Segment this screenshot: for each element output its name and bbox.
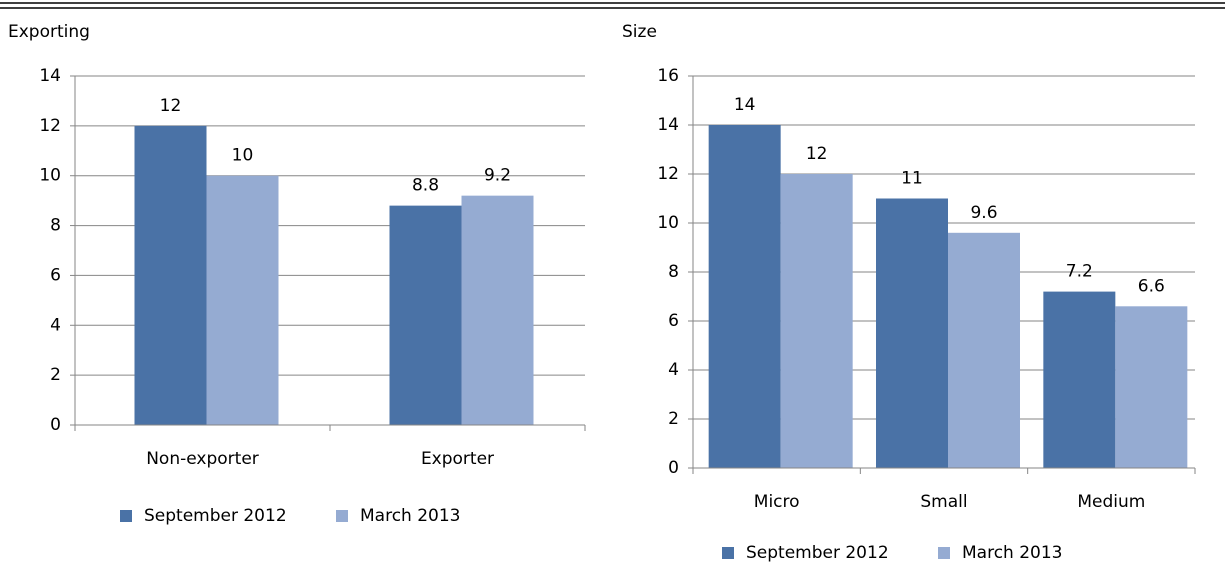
data-label: 11 xyxy=(901,169,923,189)
y-tick-label: 6 xyxy=(50,265,61,285)
y-tick-label: 12 xyxy=(39,116,61,136)
y-tick-label: 10 xyxy=(657,213,679,233)
chart-title: Exporting xyxy=(8,22,90,42)
bar xyxy=(206,175,279,425)
bar xyxy=(1043,291,1116,468)
legend-swatch xyxy=(938,547,950,559)
legend-label: September 2012 xyxy=(144,506,287,526)
legend-label: March 2013 xyxy=(360,506,461,526)
data-label: 6.6 xyxy=(1138,276,1165,296)
bar xyxy=(876,198,948,468)
x-tick-label: Small xyxy=(920,492,967,512)
legend-swatch xyxy=(336,510,348,522)
data-label: 7.2 xyxy=(1066,262,1093,282)
legend-swatch xyxy=(120,510,132,522)
y-tick-label: 10 xyxy=(39,166,61,186)
bar xyxy=(708,125,781,468)
x-tick-label: Non-exporter xyxy=(146,449,259,469)
y-tick-label: 12 xyxy=(657,164,679,184)
bar xyxy=(780,174,853,468)
bar xyxy=(134,125,207,425)
data-label: 9.2 xyxy=(484,166,511,186)
y-tick-label: 14 xyxy=(657,115,679,135)
data-label: 10 xyxy=(232,146,254,166)
data-label: 12 xyxy=(160,96,182,116)
data-label: 14 xyxy=(734,95,756,115)
x-tick-label: Micro xyxy=(754,492,800,512)
bar xyxy=(461,195,534,425)
bar xyxy=(948,232,1020,468)
y-tick-label: 4 xyxy=(668,360,679,380)
y-tick-label: 6 xyxy=(668,311,679,331)
bar xyxy=(389,205,462,425)
chart-title: Size xyxy=(622,22,657,42)
y-tick-label: 0 xyxy=(50,415,61,435)
data-label: 9.6 xyxy=(970,203,997,223)
y-tick-label: 0 xyxy=(668,458,679,478)
y-tick-label: 14 xyxy=(39,66,61,86)
y-tick-label: 8 xyxy=(668,262,679,282)
x-tick-label: Medium xyxy=(1077,492,1145,512)
bar xyxy=(1115,306,1188,468)
x-tick-label: Exporter xyxy=(421,449,494,469)
y-tick-label: 2 xyxy=(668,409,679,429)
legend-swatch xyxy=(722,547,734,559)
y-tick-label: 8 xyxy=(50,216,61,236)
y-tick-label: 16 xyxy=(657,66,679,86)
data-label: 8.8 xyxy=(412,176,439,196)
y-tick-label: 2 xyxy=(50,365,61,385)
legend-label: March 2013 xyxy=(962,543,1063,563)
legend-label: September 2012 xyxy=(746,543,889,563)
data-label: 12 xyxy=(806,144,828,164)
y-tick-label: 4 xyxy=(50,315,61,335)
